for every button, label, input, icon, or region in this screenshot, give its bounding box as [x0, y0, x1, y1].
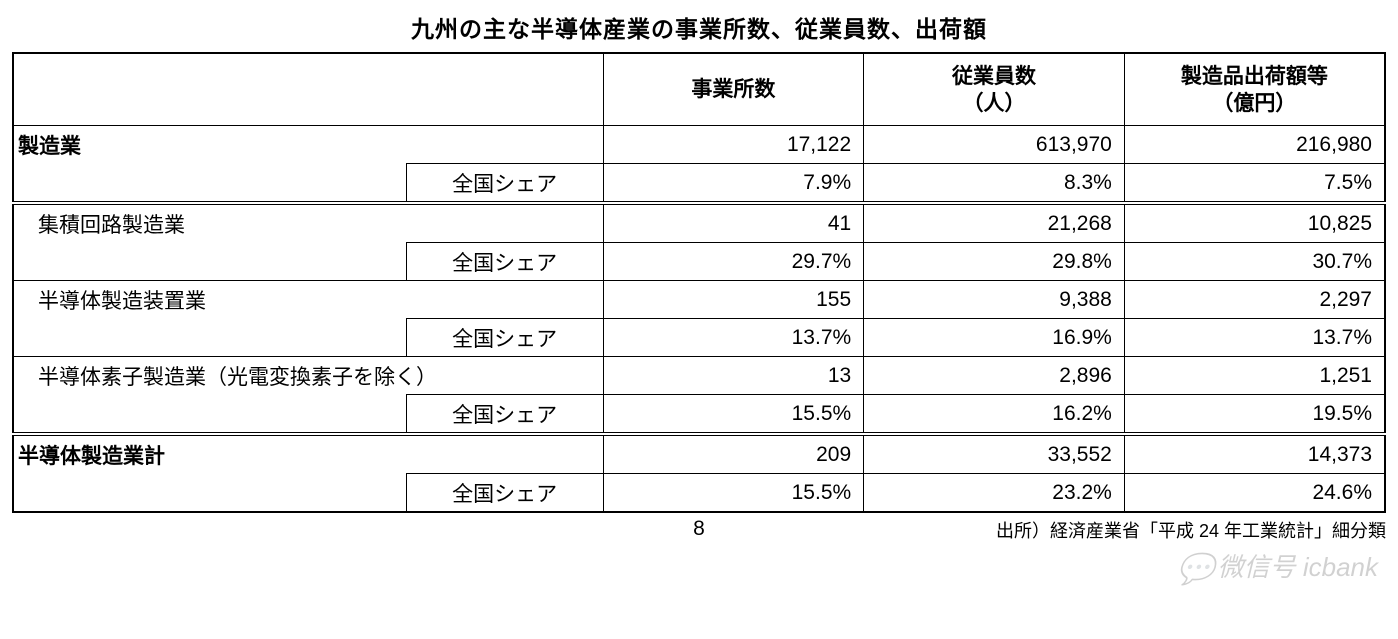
table-row: 半導体製造業計 209 33,552 14,373 — [13, 434, 1385, 474]
watermark: 💬 微信号 icbank — [1177, 547, 1378, 587]
page-number: 8 — [693, 517, 705, 541]
table-row: 全国シェア 13.7% 16.9% 13.7% — [13, 319, 1385, 357]
cell-value: 2,297 — [1124, 281, 1385, 319]
row-label-empty — [13, 395, 406, 435]
cell-value: 155 — [603, 281, 864, 319]
cell-share: 7.5% — [1124, 164, 1385, 204]
cell-share: 30.7% — [1124, 243, 1385, 281]
header-employees-line1: 従業員数 — [952, 65, 1036, 88]
cell-share: 29.8% — [864, 243, 1125, 281]
cell-share: 7.9% — [603, 164, 864, 204]
row-label: 製造業 — [13, 126, 603, 164]
cell-value: 216,980 — [1124, 126, 1385, 164]
row-label-empty — [13, 164, 406, 204]
share-label: 全国シェア — [406, 474, 603, 513]
table-row: 製造業 17,122 613,970 216,980 — [13, 126, 1385, 164]
cell-share: 15.5% — [603, 395, 864, 435]
cell-value: 209 — [603, 434, 864, 474]
data-table: 事業所数 従業員数 （人） 製造品出荷額等 （億円） 製造業 17,122 61… — [12, 52, 1386, 513]
wechat-icon: 💬 — [1177, 552, 1214, 587]
cell-share: 24.6% — [1124, 474, 1385, 513]
row-label-empty — [13, 243, 406, 281]
header-shipments-line1: 製造品出荷額等 — [1181, 65, 1328, 88]
cell-value: 1,251 — [1124, 357, 1385, 395]
cell-share: 29.7% — [603, 243, 864, 281]
watermark-text: 微信号 icbank — [1218, 552, 1378, 582]
share-label: 全国シェア — [406, 395, 603, 435]
table-row: 半導体素子製造業（光電変換素子を除く） 13 2,896 1,251 — [13, 357, 1385, 395]
table-row: 全国シェア 15.5% 23.2% 24.6% — [13, 474, 1385, 513]
share-label: 全国シェア — [406, 319, 603, 357]
row-label-empty — [13, 319, 406, 357]
row-label: 半導体製造業計 — [13, 434, 603, 474]
table-row: 全国シェア 7.9% 8.3% 7.5% — [13, 164, 1385, 204]
header-employees: 従業員数 （人） — [864, 53, 1125, 126]
table-row: 全国シェア 15.5% 16.2% 19.5% — [13, 395, 1385, 435]
cell-value: 17,122 — [603, 126, 864, 164]
cell-share: 15.5% — [603, 474, 864, 513]
cell-share: 13.7% — [1124, 319, 1385, 357]
row-label: 半導体素子製造業（光電変換素子を除く） — [13, 357, 603, 395]
cell-value: 33,552 — [864, 434, 1125, 474]
table-title: 九州の主な半導体産業の事業所数、従業員数、出荷額 — [12, 10, 1386, 44]
source-note: 出所）経済産業省「平成 24 年工業統計」細分類 — [996, 517, 1386, 543]
header-blank — [13, 53, 603, 126]
cell-value: 613,970 — [864, 126, 1125, 164]
header-establishments: 事業所数 — [603, 53, 864, 126]
cell-value: 41 — [603, 203, 864, 243]
table-row: 半導体製造装置業 155 9,388 2,297 — [13, 281, 1385, 319]
row-label: 集積回路製造業 — [13, 203, 603, 243]
row-label-empty — [13, 474, 406, 513]
cell-share: 19.5% — [1124, 395, 1385, 435]
cell-value: 10,825 — [1124, 203, 1385, 243]
cell-share: 23.2% — [864, 474, 1125, 513]
share-label: 全国シェア — [406, 164, 603, 204]
cell-value: 2,896 — [864, 357, 1125, 395]
cell-value: 13 — [603, 357, 864, 395]
table-header-row: 事業所数 従業員数 （人） 製造品出荷額等 （億円） — [13, 53, 1385, 126]
cell-share: 16.9% — [864, 319, 1125, 357]
cell-value: 21,268 — [864, 203, 1125, 243]
cell-value: 9,388 — [864, 281, 1125, 319]
header-shipments-line2: （億円） — [1212, 92, 1296, 115]
row-label: 半導体製造装置業 — [13, 281, 603, 319]
cell-share: 13.7% — [603, 319, 864, 357]
share-label: 全国シェア — [406, 243, 603, 281]
cell-share: 8.3% — [864, 164, 1125, 204]
header-employees-line2: （人） — [963, 92, 1026, 115]
header-shipments: 製造品出荷額等 （億円） — [1124, 53, 1385, 126]
footer: 8 出所）経済産業省「平成 24 年工業統計」細分類 — [12, 517, 1386, 543]
table-row: 全国シェア 29.7% 29.8% 30.7% — [13, 243, 1385, 281]
table-row: 集積回路製造業 41 21,268 10,825 — [13, 203, 1385, 243]
cell-value: 14,373 — [1124, 434, 1385, 474]
cell-share: 16.2% — [864, 395, 1125, 435]
